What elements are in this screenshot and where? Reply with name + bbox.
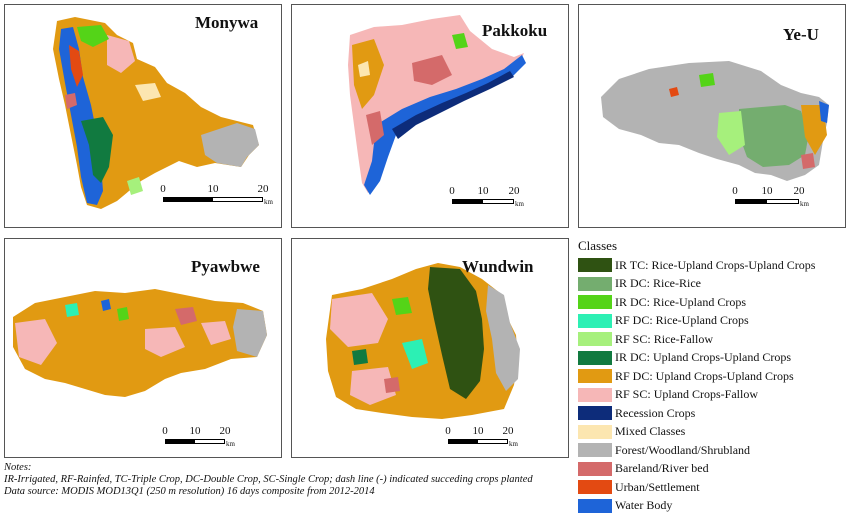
forest-area xyxy=(233,309,267,357)
scale-tick: 0 xyxy=(445,425,451,437)
scale-tick: 20 xyxy=(503,425,514,437)
legend-swatch xyxy=(578,258,612,272)
scale-unit: km xyxy=(515,200,524,208)
legend-swatch xyxy=(578,277,612,291)
notes-data-source: Data source: MODIS MOD13Q1 (250 m resolu… xyxy=(4,486,574,498)
irrigated-rice-area xyxy=(739,105,809,167)
panel-title: Pyawbwe xyxy=(191,257,260,277)
notes-abbreviations: IR-Irrigated, RF-Rainfed, TC-Triple Crop… xyxy=(4,474,574,486)
legend-label: Recession Crops xyxy=(615,406,695,421)
legend-item: RF DC: Upland Crops-Upland Crops xyxy=(578,367,848,386)
legend-label: RF DC: Upland Crops-Upland Crops xyxy=(615,369,794,384)
rice-area xyxy=(117,307,129,321)
legend-swatch xyxy=(578,369,612,383)
scale-bar: 0 10 20 km xyxy=(165,425,225,444)
legend-swatch xyxy=(578,480,612,494)
legend-swatch xyxy=(578,332,612,346)
legend-item: IR DC: Rice-Upland Crops xyxy=(578,293,848,312)
legend-swatch xyxy=(578,425,612,439)
legend-item: Water Body xyxy=(578,497,848,515)
scale-tick: 10 xyxy=(478,185,489,197)
panel-title: Wundwin xyxy=(462,257,534,277)
bareland-area xyxy=(801,153,815,169)
legend-swatch xyxy=(578,351,612,365)
scale-unit: km xyxy=(800,200,809,208)
legend-label: Mixed Classes xyxy=(615,424,685,439)
legend-label: IR TC: Rice-Upland Crops-Upland Crops xyxy=(615,258,815,273)
scale-tick: 0 xyxy=(732,185,738,197)
legend-label: Urban/Settlement xyxy=(615,480,700,495)
scale-tick: 0 xyxy=(160,183,166,195)
scale-tick: 0 xyxy=(162,425,168,437)
legend-items: IR TC: Rice-Upland Crops-Upland Crops IR … xyxy=(578,256,848,515)
legend-swatch xyxy=(578,443,612,457)
legend-label: IR DC: Rice-Upland Crops xyxy=(615,295,746,310)
rice-upland-area xyxy=(65,303,79,317)
legend-swatch xyxy=(578,388,612,402)
legend-label: RF DC: Rice-Upland Crops xyxy=(615,313,749,328)
legend-item: RF DC: Rice-Upland Crops xyxy=(578,312,848,331)
legend-item: RF SC: Rice-Fallow xyxy=(578,330,848,349)
legend-item: RF SC: Upland Crops-Fallow xyxy=(578,386,848,405)
map-panel-wundwin: Wundwin 0 10 20 km xyxy=(291,238,569,458)
scale-tick: 0 xyxy=(449,185,455,197)
legend-swatch xyxy=(578,462,612,476)
legend-item: Mixed Classes xyxy=(578,423,848,442)
map-panel-ye-u: Ye-U 0 10 20 km xyxy=(578,4,846,228)
notes: Notes: IR-Irrigated, RF-Rainfed, TC-Trip… xyxy=(4,462,574,498)
notes-heading: Notes: xyxy=(4,462,574,474)
irrigated-upland-area xyxy=(352,349,368,365)
legend-label: Forest/Woodland/Shrubland xyxy=(615,443,750,458)
legend-swatch xyxy=(578,314,612,328)
legend-item: Bareland/River bed xyxy=(578,460,848,479)
legend-item: IR TC: Rice-Upland Crops-Upland Crops xyxy=(578,256,848,275)
legend-item: Forest/Woodland/Shrubland xyxy=(578,441,848,460)
legend-label: Water Body xyxy=(615,498,672,513)
legend: Classes IR TC: Rice-Upland Crops-Upland … xyxy=(578,238,848,515)
scale-tick: 10 xyxy=(762,185,773,197)
scale-tick: 20 xyxy=(509,185,520,197)
rice-area xyxy=(699,73,715,87)
scale-unit: km xyxy=(264,198,273,206)
map-panel-pyawbwe: Pyawbwe 0 10 20 km xyxy=(4,238,282,458)
scale-unit: km xyxy=(509,440,518,448)
legend-title: Classes xyxy=(578,238,848,254)
legend-label: Bareland/River bed xyxy=(615,461,709,476)
panel-title: Pakkoku xyxy=(482,21,547,41)
legend-label: IR DC: Upland Crops-Upland Crops xyxy=(615,350,791,365)
scale-bar: 0 10 20 km xyxy=(452,185,514,204)
legend-item: Recession Crops xyxy=(578,404,848,423)
legend-label: RF SC: Upland Crops-Fallow xyxy=(615,387,758,402)
panel-title: Ye-U xyxy=(783,25,819,45)
scale-bar: 0 10 20 km xyxy=(163,183,263,202)
scale-tick: 10 xyxy=(473,425,484,437)
bareland-area xyxy=(384,377,400,393)
map-panel-pakkoku: Pakkoku 0 10 20 km xyxy=(291,4,569,228)
scale-unit: km xyxy=(226,440,235,448)
legend-item: IR DC: Upland Crops-Upland Crops xyxy=(578,349,848,368)
legend-item: Urban/Settlement xyxy=(578,478,848,497)
map-panel-monywa: Monywa 0 10 20 km xyxy=(4,4,282,228)
scale-tick: 10 xyxy=(190,425,201,437)
scale-tick: 20 xyxy=(258,183,269,195)
scale-bar: 0 10 20 km xyxy=(735,185,799,204)
scale-tick: 20 xyxy=(220,425,231,437)
legend-label: RF SC: Rice-Fallow xyxy=(615,332,713,347)
legend-item: IR DC: Rice-Rice xyxy=(578,275,848,294)
panel-title: Monywa xyxy=(195,13,258,33)
scale-bar: 0 10 20 km xyxy=(448,425,508,444)
scale-tick: 20 xyxy=(794,185,805,197)
legend-swatch xyxy=(578,406,612,420)
legend-label: IR DC: Rice-Rice xyxy=(615,276,701,291)
legend-swatch xyxy=(578,295,612,309)
scale-tick: 10 xyxy=(208,183,219,195)
